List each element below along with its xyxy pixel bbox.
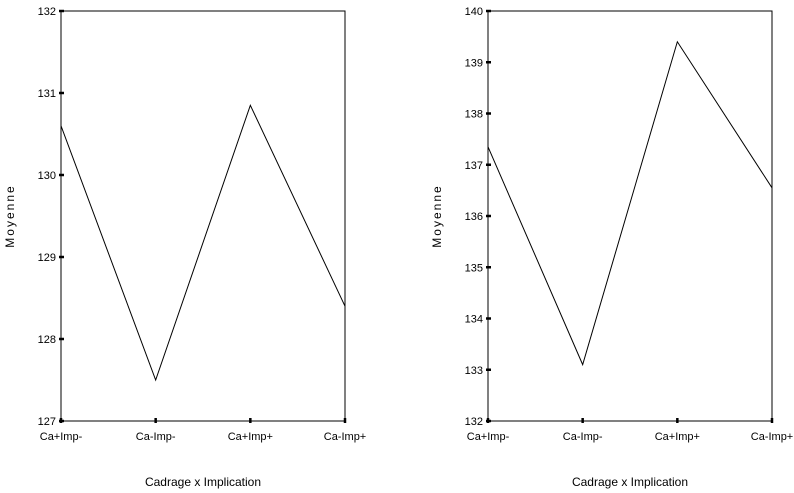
x-tick-label: Ca+Imp- [467,431,510,443]
y-tick-label: 129 [38,252,56,264]
x-tick-label: Ca-Imp+ [751,431,794,443]
y-tick-label: 133 [465,365,483,377]
x-tick-label: Ca+Imp- [40,431,83,443]
data-point [771,186,774,189]
y-tick-label: 138 [465,109,483,121]
chart-left: 127 128 129 130 131 132 Ca+Imp- Ca-Imp- Ca+Imp+ C… [3,6,366,489]
x-tick-label: Ca+Imp+ [228,431,273,443]
y-tick-label: 132 [465,416,483,428]
x-axis-title: Cadrage x Implication [572,475,688,489]
data-point [344,305,347,308]
plot-frame [60,10,346,422]
x-axis-title: Cadrage x Implication [145,475,261,489]
data-point [581,363,584,366]
data-point [60,124,63,127]
x-tick-label: Ca-Imp- [136,431,176,443]
y-tick-label: 137 [465,160,483,172]
data-point [487,145,490,148]
y-tick-label: 139 [465,57,483,69]
y-tick-label: 130 [38,170,56,182]
y-tick-label: 131 [38,88,56,100]
y-tick-label: 140 [465,6,483,18]
data-point [154,379,157,382]
x-tick-label: Ca+Imp+ [655,431,700,443]
data-point [676,40,679,43]
y-tick-label: 134 [465,314,483,326]
y-tick-label: 127 [38,416,56,428]
y-tick-label: 132 [38,6,56,18]
y-tick-label: 128 [38,334,56,346]
data-point [249,104,252,107]
y-tick-label: 136 [465,211,483,223]
y-axis-title: Moyenne [3,184,17,247]
plot-frame [487,10,773,422]
y-axis-title: Moyenne [430,184,444,247]
x-tick-label: Ca-Imp- [563,431,603,443]
series-line [487,40,773,367]
chart-right: 132 133 134 135 136 137 138 139 140 Ca+Imp- Ca-Imp… [430,6,793,489]
x-tick-label: Ca-Imp+ [324,431,367,443]
y-tick-label: 135 [465,262,483,274]
series-line [60,103,346,382]
